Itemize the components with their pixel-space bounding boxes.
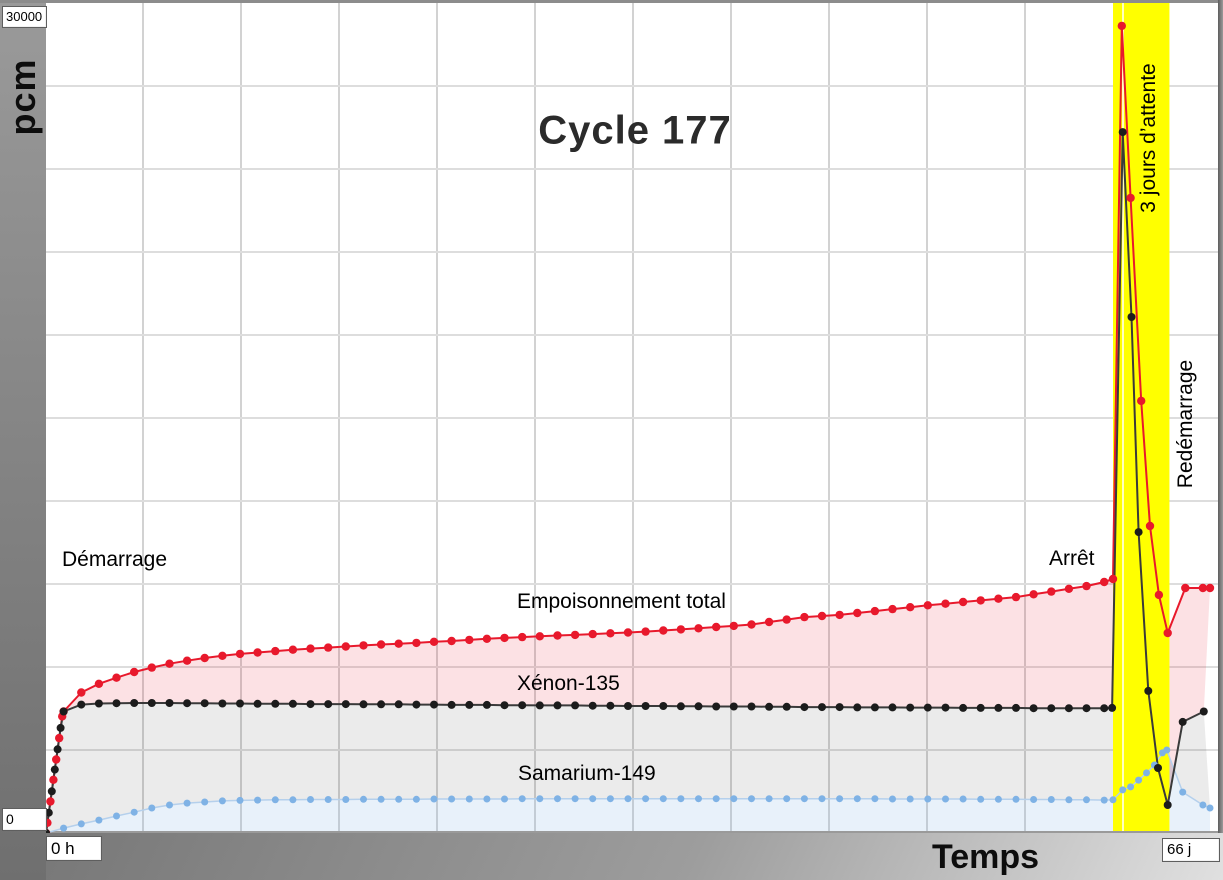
- x-min-input[interactable]: 0 h: [46, 836, 102, 861]
- annotation-restart: Redémarrage: [1174, 359, 1197, 489]
- y-axis-strip: [0, 0, 46, 880]
- poisoning-chart: [46, 3, 1218, 833]
- y-max-input[interactable]: 30000: [2, 6, 47, 28]
- label-total-poisoning: Empoisonnement total: [517, 590, 726, 613]
- label-xenon-135: Xénon-135: [517, 672, 620, 695]
- x-axis-strip: [46, 833, 1223, 880]
- annotation-startup: Démarrage: [62, 548, 168, 571]
- annotation-wait-band: 3 jours d’attente: [1137, 63, 1160, 213]
- y-axis-title: pcm: [2, 58, 43, 136]
- x-axis-title: Temps: [932, 838, 1040, 876]
- chart-title: Cycle 177: [538, 108, 732, 153]
- plot-right-border: [1218, 0, 1223, 833]
- plot-top-border: [0, 0, 1223, 3]
- x-max-input[interactable]: 66 j: [1162, 838, 1220, 862]
- plot-area: [46, 3, 1218, 833]
- label-samarium-149: Samarium-149: [518, 762, 656, 785]
- y-min-input[interactable]: 0: [2, 808, 47, 831]
- annotation-shutdown: Arrêt: [1049, 547, 1095, 570]
